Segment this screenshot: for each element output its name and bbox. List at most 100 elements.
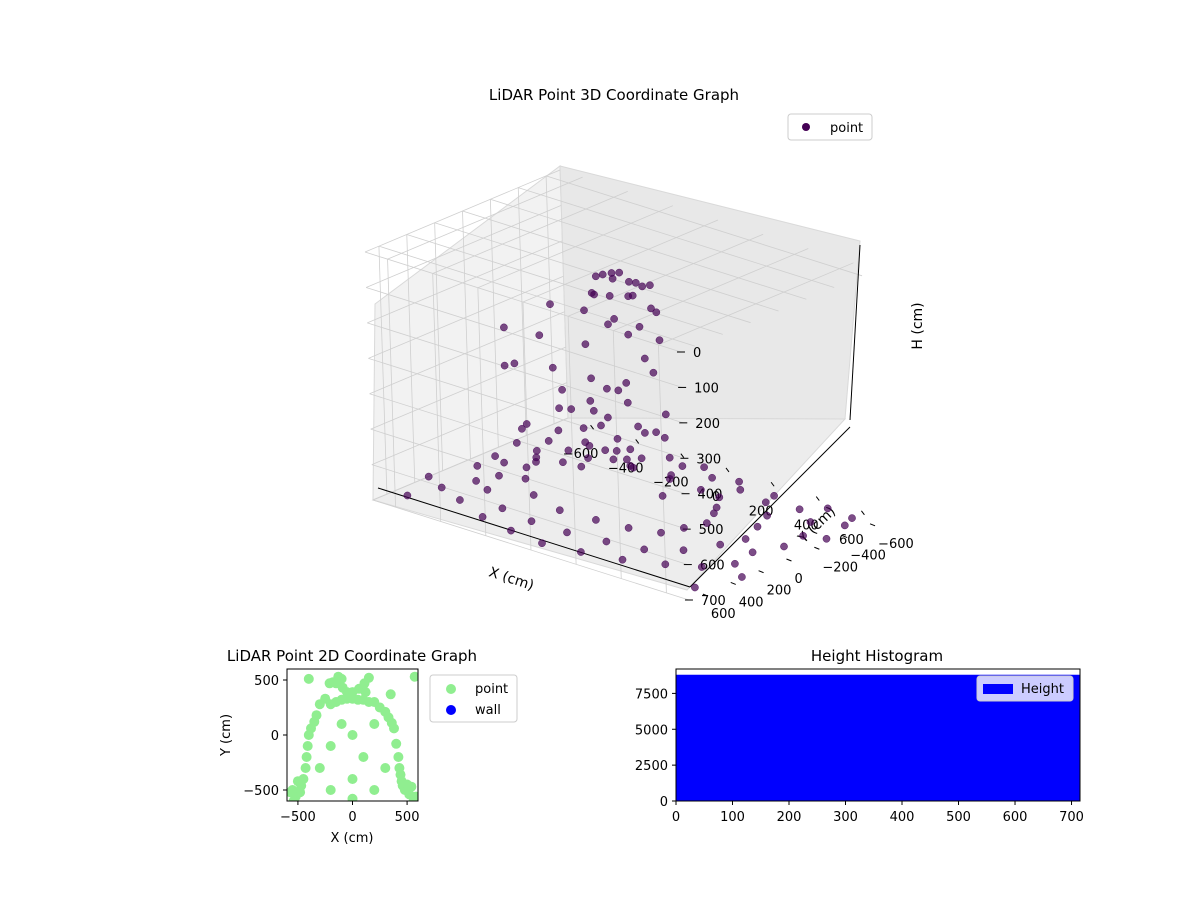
scatter-point-3d [795, 505, 804, 514]
scatter-point-3d [558, 385, 566, 394]
scatter-point-3d [563, 528, 571, 537]
x-tick-3d [861, 510, 865, 516]
scatter-point-3d [586, 397, 595, 405]
grid-back-z [372, 499, 690, 601]
y-axis-line [689, 426, 851, 588]
y-axis-label-2d: Y (cm) [219, 714, 234, 757]
scatter-point-3d [607, 269, 616, 277]
x-tick-3d [635, 439, 640, 444]
scatter-point-3d [753, 522, 762, 531]
scatter-point-3d [691, 583, 699, 592]
scatter-point-3d [652, 308, 661, 317]
scatter-point-2d [325, 785, 336, 795]
scatter-point-3d [548, 363, 557, 372]
grid-floor-x [567, 233, 764, 317]
scatter-point-3d [731, 559, 739, 568]
x-tick-3d [725, 467, 730, 473]
y-tick-label-2d: −500 [243, 784, 279, 799]
grid-back-z [369, 393, 686, 495]
scatter-point-3d [647, 304, 655, 313]
y-tick-label-3d: −400 [850, 549, 886, 564]
legend-3d-marker-point [802, 123, 810, 131]
scatter-point-3d [665, 453, 674, 462]
scatter-point-2d [358, 752, 369, 762]
scatter-point-3d [584, 454, 592, 462]
x-tick-label-3d: 600 [839, 533, 864, 548]
scatter-point-2d [292, 776, 303, 787]
scatter-point-2d [288, 796, 299, 801]
scatter-point-2d [336, 719, 347, 729]
scatter-point-3d [748, 548, 757, 557]
y-tick-label-2d: 0 [271, 729, 279, 744]
scatter-point-2d [369, 785, 380, 795]
scatter-point-3d [512, 439, 521, 447]
scatter-point-2d [363, 672, 374, 683]
scatter-point-3d [473, 462, 482, 470]
scatter-point-3d [567, 405, 576, 413]
grid-3d [364, 169, 863, 601]
scatter-point-3d [424, 472, 433, 481]
scatter-point-3d [587, 374, 595, 383]
scatter-point-3d [736, 485, 745, 494]
x-tick-label-histogram: 300 [833, 810, 858, 825]
scatter-point-2d [325, 741, 336, 751]
scatter-point-3d [554, 426, 563, 435]
legend-2d-label-wall: wall [475, 703, 501, 718]
scatter-point-3d [598, 270, 607, 279]
x-tick-label-histogram: 600 [1003, 810, 1028, 825]
scatter-point-2d [287, 787, 296, 798]
x-tick-3d [680, 453, 685, 459]
legend-2d-marker-wall [446, 705, 456, 715]
points-2d [287, 671, 418, 801]
x-tick-label-2d: 0 [348, 810, 356, 825]
scatter-point-3d [602, 537, 611, 546]
grid-left-z [365, 205, 562, 288]
scatter-point-3d [761, 498, 770, 507]
x-tick-label-histogram: 700 [1059, 810, 1084, 825]
scatter-point-3d [604, 320, 612, 329]
grid-back-z [368, 357, 685, 459]
scatter-point-3d [738, 573, 746, 581]
ticks-histogram: 0 100 200 300 400 500 600 700 0 2500 5000 7500 [635, 687, 1084, 825]
grid-floor-y [462, 210, 779, 312]
scatter-point-2d [336, 673, 347, 684]
x-tick-label-histogram: 400 [890, 810, 915, 825]
chart-2d: LiDAR Point 2D Coordinate Graph −500 0 500… [219, 647, 518, 846]
z-tick-label-3d: 500 [699, 523, 724, 538]
scatter-point-3d [770, 491, 778, 500]
x-tick-label-histogram: 100 [720, 810, 745, 825]
scatter-point-3d [625, 277, 633, 286]
grid-back-z [367, 322, 684, 424]
y-tick-label-3d: −600 [878, 537, 914, 552]
scatter-point-3d [806, 518, 815, 526]
scatter-point-3d [592, 516, 600, 524]
scatter-point-3d [715, 493, 724, 502]
grid-floor-y [434, 222, 751, 324]
scatter-point-3d [403, 491, 412, 500]
grid-back-x [432, 273, 442, 522]
scatter-point-3d [478, 513, 487, 521]
x-tick-3d [590, 424, 594, 430]
scatter-point-3d [597, 421, 605, 430]
x-tick-label-2d: 500 [395, 810, 420, 825]
legend-2d: point wall [429, 674, 518, 723]
scatter-point-3d [700, 463, 708, 472]
scatter-point-3d [780, 542, 788, 551]
scatter-point-3d [500, 458, 508, 467]
scatter-point-3d [532, 446, 541, 455]
y-tick-label-3d: 200 [767, 584, 792, 599]
y-tick-label-3d: 400 [739, 595, 764, 610]
scatter-point-3d [437, 483, 446, 492]
grid-left-y [406, 234, 416, 483]
points-3d [403, 268, 856, 592]
scatter-point-3d [589, 406, 598, 415]
scatter-point-3d [626, 445, 635, 454]
scatter-point-3d [532, 453, 541, 462]
scatter-point-3d [624, 330, 633, 339]
y-tick-label-histogram: 7500 [635, 687, 668, 702]
z-tick-label-3d: 300 [696, 452, 721, 467]
scatter-point-3d [638, 282, 647, 291]
scatter-point-2d [301, 752, 312, 762]
grid-back-x [387, 259, 396, 508]
